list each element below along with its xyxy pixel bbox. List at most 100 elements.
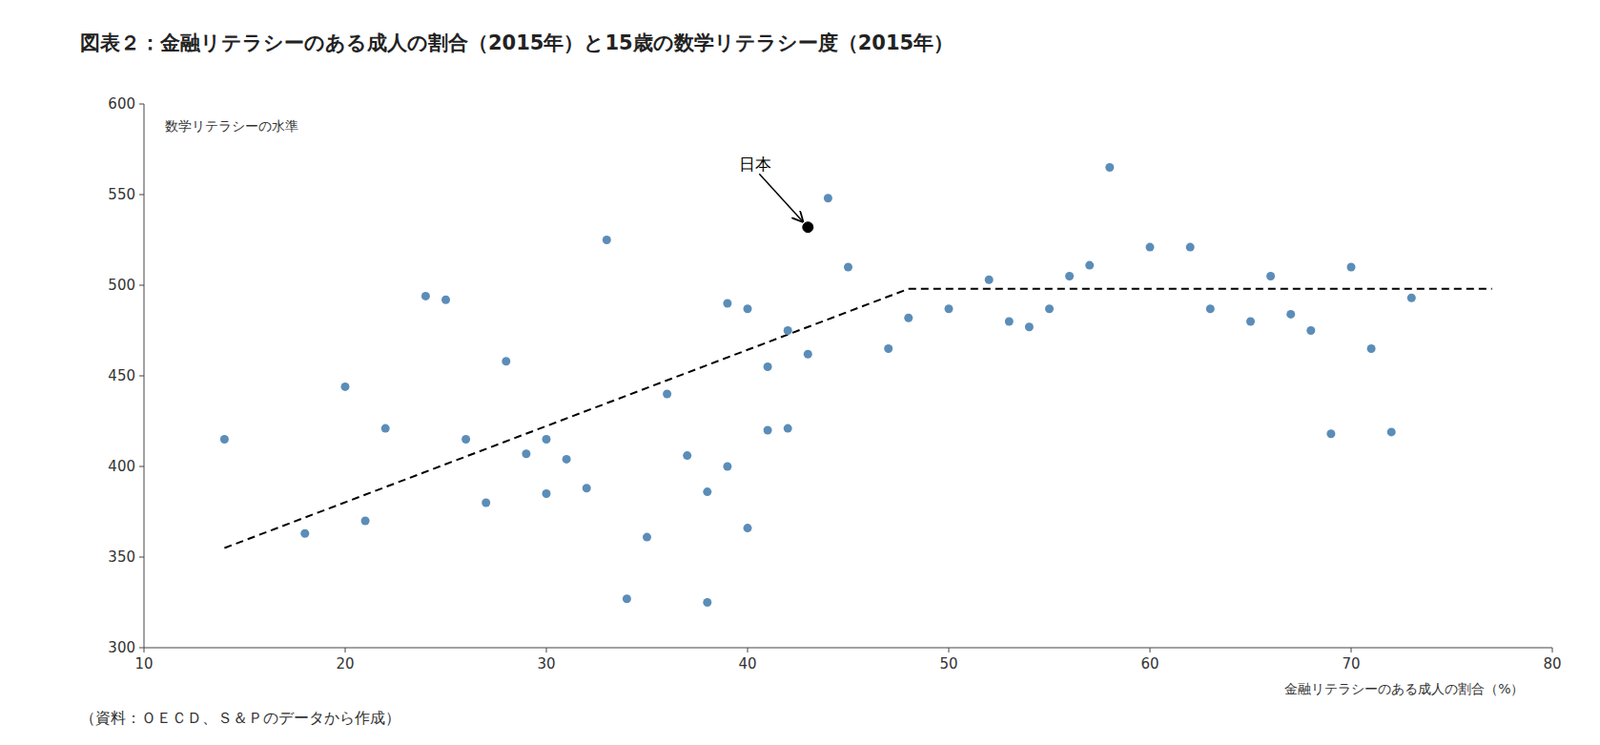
scatter-point <box>883 344 893 353</box>
x-tick <box>546 647 548 653</box>
scatter-point <box>1306 326 1315 335</box>
scatter-point <box>1286 309 1295 319</box>
scatter-point <box>783 326 793 335</box>
y-tick <box>139 103 144 105</box>
scatter-point <box>1326 429 1335 438</box>
scatter-point <box>783 424 793 433</box>
scatter-point <box>642 533 652 542</box>
title: 図表２：金融リテラシーのある成人の割合（2015年）と15歳の数学リテラシー度（… <box>80 31 954 55</box>
scatter-point <box>1085 261 1094 270</box>
x-tick-label: 50 <box>939 655 958 673</box>
scatter-point <box>1186 243 1195 252</box>
scatter-point <box>803 349 813 359</box>
source-note: （資料：ＯＥＣＤ、Ｓ＆Ｐのデータから作成） <box>80 708 401 727</box>
scatter-point <box>1407 293 1416 303</box>
scatter-point <box>461 434 471 444</box>
x-tick <box>1149 647 1151 653</box>
scatter-point <box>441 295 451 305</box>
y-tick-label: 300 <box>107 638 136 657</box>
scatter-point <box>622 594 632 603</box>
scatter-point <box>1246 317 1255 327</box>
axes: 10 20 30 40 50 60 70 80 300 350 400 450 500 550 600 <box>107 95 1561 673</box>
x-tick <box>1351 647 1353 653</box>
scatter-point <box>984 275 994 285</box>
scatter-point <box>1025 322 1034 331</box>
x-tick-label: 40 <box>738 655 757 673</box>
scatter-point <box>481 498 491 508</box>
scatter-point <box>602 235 612 245</box>
scatter-point <box>421 291 431 301</box>
trend-line <box>224 288 908 549</box>
scatter-point <box>542 434 552 444</box>
scatter-point <box>1347 263 1356 272</box>
x-tick-label: 80 <box>1542 655 1561 673</box>
x-tick-label: 30 <box>536 655 555 673</box>
scatter-point <box>903 313 913 323</box>
x-tick <box>747 647 749 653</box>
scatter-point <box>381 424 390 433</box>
scatter-point <box>682 451 692 460</box>
scatter-point <box>562 454 572 464</box>
highlight-point <box>802 222 814 233</box>
scatter-point <box>582 483 592 493</box>
scatter-point <box>1206 304 1215 313</box>
scatter-point <box>763 426 773 435</box>
x-axis-label: 金融リテラシーのある成人の割合（%） <box>1284 680 1524 697</box>
scatter-point <box>501 356 511 366</box>
y-tick <box>139 194 144 196</box>
scatter-point <box>220 434 229 444</box>
y-tick <box>139 375 144 377</box>
scatter-point <box>722 462 732 472</box>
scatter-point <box>1065 271 1074 281</box>
annotation-arrow <box>758 173 803 223</box>
scatter-point <box>702 597 712 607</box>
y-tick <box>139 647 144 649</box>
scatter-point <box>1367 344 1376 353</box>
data <box>220 163 1493 607</box>
x-tick <box>345 647 347 653</box>
y-tick-label: 550 <box>107 185 136 204</box>
scatter-point <box>1266 271 1275 281</box>
annotation-text: 日本 <box>738 154 772 174</box>
chart: 図表２：金融リテラシーのある成人の割合（2015年）と15歳の数学リテラシー度（… <box>0 0 1600 745</box>
scatter-point <box>763 362 773 371</box>
y-tick <box>139 466 144 468</box>
y-tick-label: 400 <box>107 457 136 475</box>
x-tick <box>1552 647 1554 653</box>
scatter-point <box>662 389 672 399</box>
scatter-point <box>823 193 833 203</box>
y-tick-label: 450 <box>107 367 136 385</box>
scatter-point <box>341 382 350 391</box>
y-axis-label: 数学リテラシーの水準 <box>164 118 299 134</box>
x-tick-label: 10 <box>134 655 153 673</box>
y-tick <box>139 285 144 287</box>
x-tick <box>948 647 950 653</box>
scatter-point <box>743 304 753 313</box>
scatter-point <box>1045 304 1054 313</box>
scatter-point <box>1387 427 1396 436</box>
x-tick <box>143 647 145 653</box>
scatter-point <box>743 523 753 533</box>
x-tick-label: 20 <box>335 655 354 673</box>
scatter-point <box>361 516 370 526</box>
scatter-point <box>1005 317 1014 327</box>
scatter-point <box>521 449 531 458</box>
annotations: 日本 <box>738 154 803 223</box>
background <box>0 0 1600 745</box>
scatter-point <box>1146 243 1155 252</box>
y-tick-label: 600 <box>107 95 136 113</box>
trend-line <box>908 287 1493 290</box>
scatter-point <box>702 487 712 496</box>
x-tick-label: 60 <box>1140 655 1159 673</box>
scatter-point <box>300 529 309 538</box>
scatter-point <box>944 304 954 313</box>
y-tick-label: 500 <box>107 276 136 294</box>
scatter-point <box>722 299 732 308</box>
x-tick-label: 70 <box>1341 655 1360 673</box>
scatter-point <box>542 489 552 498</box>
x-axis-line <box>143 647 1553 649</box>
scatter-point <box>843 263 853 272</box>
scatter-point <box>1105 163 1114 172</box>
y-tick-label: 350 <box>107 548 136 566</box>
y-tick <box>139 556 144 558</box>
